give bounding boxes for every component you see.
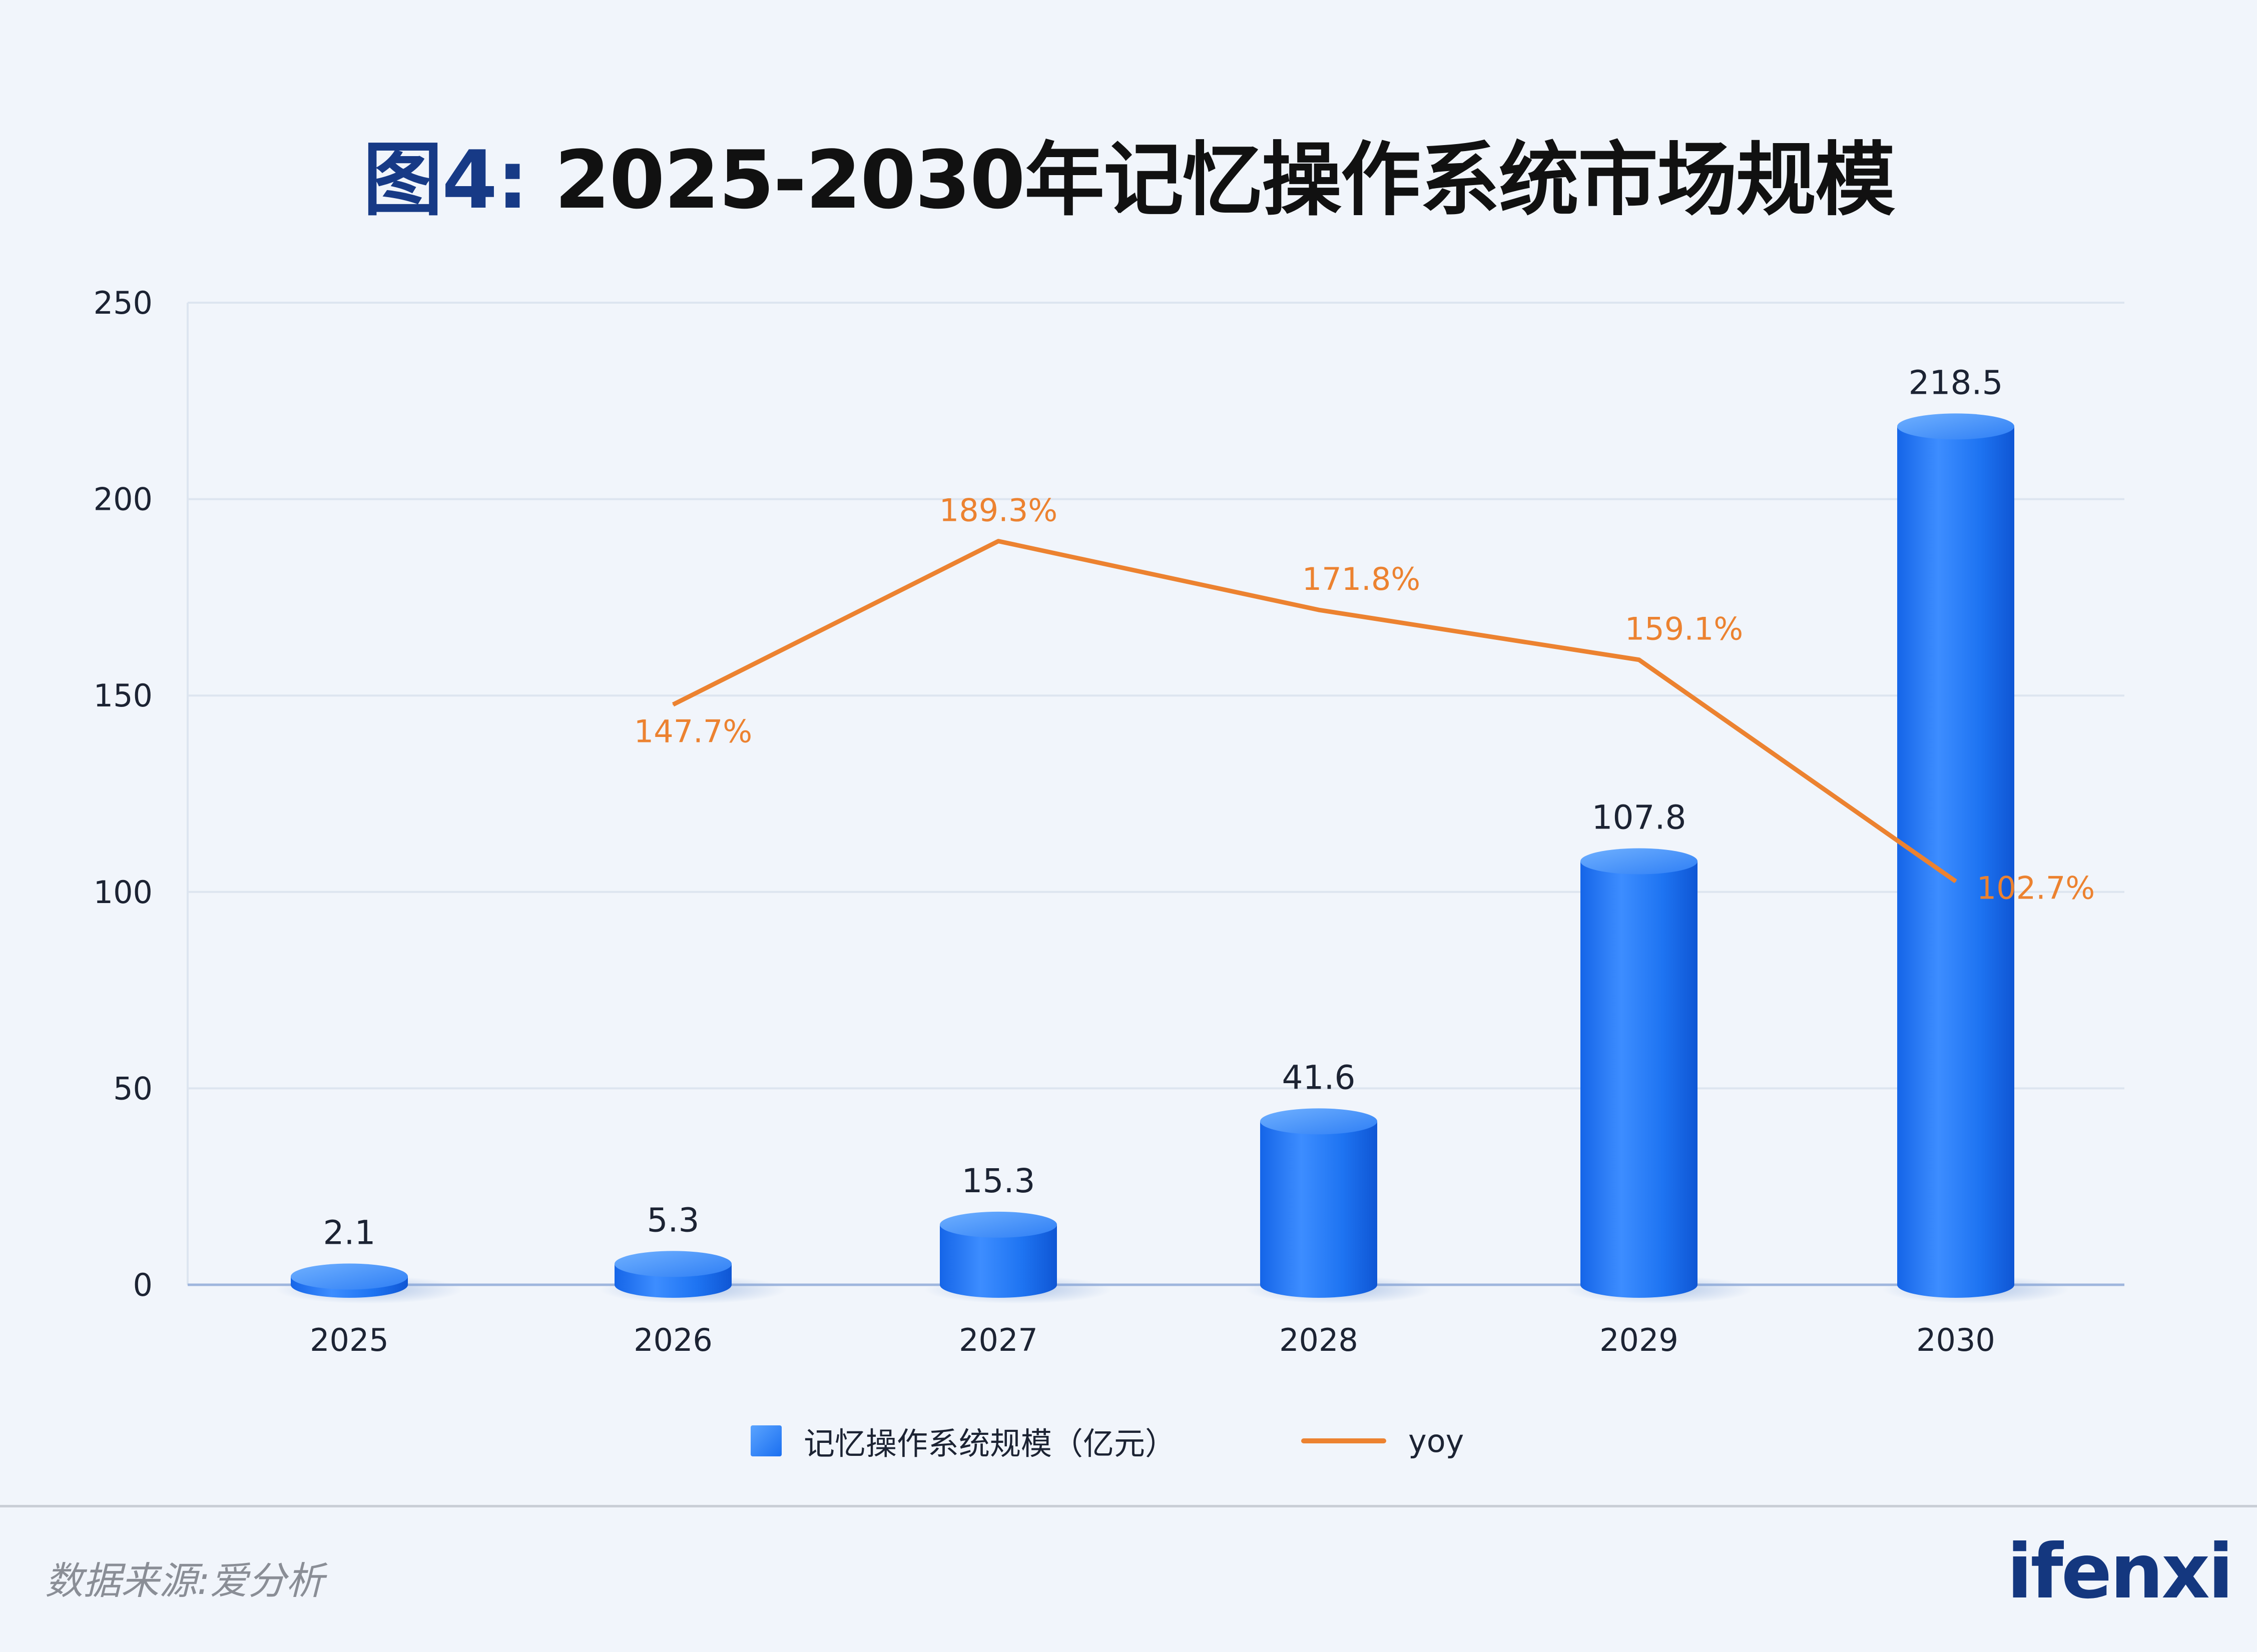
bar-2028[interactable] [1260, 1108, 1377, 1298]
bar-top [1897, 413, 2014, 440]
yoy-point [1318, 609, 1319, 611]
chart-title-main: 2025-2030年记忆操作系统市场规模 [527, 133, 1895, 227]
bar-value-label: 218.5 [1909, 363, 2003, 402]
legend-line-label: yoy [1408, 1422, 1464, 1459]
y-tick-label: 200 [94, 481, 153, 518]
legend-bar-swatch [751, 1425, 782, 1456]
x-tick-label: 2027 [959, 1322, 1038, 1358]
chart-title: 图4: 2025-2030年记忆操作系统市场规模 [0, 115, 2257, 231]
bar-body [1260, 1121, 1377, 1298]
bar-value-label: 41.6 [1282, 1058, 1356, 1097]
bar-value-label: 107.8 [1592, 798, 1686, 837]
yoy-value-label: 147.7% [634, 713, 752, 749]
bar-value-label: 5.3 [647, 1201, 700, 1239]
bar-2027[interactable] [940, 1211, 1057, 1298]
y-tick-label: 250 [94, 285, 153, 321]
yoy-value-label: 102.7% [1977, 870, 2095, 907]
brand-logo: ifenxi [2007, 1528, 2233, 1615]
x-tick-label: 2026 [634, 1322, 713, 1358]
bar-top [615, 1251, 732, 1277]
bar-top [940, 1211, 1057, 1238]
footer-divider [0, 1505, 2257, 1507]
bar-body [1580, 861, 1698, 1298]
y-tick-label: 50 [113, 1070, 153, 1107]
legend-item-line[interactable]: yoy [1301, 1416, 1464, 1466]
y-tick-label: 0 [133, 1267, 153, 1303]
bar-body [1897, 426, 2014, 1298]
chart-title-prefix: 图4: [362, 133, 528, 227]
y-tick-label: 100 [94, 874, 153, 911]
yoy-point [998, 540, 999, 542]
yoy-point [673, 704, 674, 705]
bar-2025[interactable] [291, 1263, 408, 1298]
bar-2030[interactable] [1897, 413, 2014, 1298]
yoy-point [1955, 881, 1956, 882]
bar-2026[interactable] [615, 1251, 732, 1298]
legend-item-bar[interactable]: 记忆操作系统规模（亿元） [751, 1416, 1176, 1466]
yoy-point [1638, 659, 1639, 660]
bar-value-label: 15.3 [962, 1162, 1035, 1200]
bar-top [291, 1263, 408, 1290]
x-tick-label: 2030 [1916, 1322, 1995, 1358]
legend-line-swatch [1301, 1438, 1386, 1443]
bar-body [940, 1224, 1057, 1298]
x-tick-label: 2025 [310, 1322, 389, 1358]
bar-top [1580, 848, 1698, 875]
source-note: 数据来源:爱分析 [45, 1558, 324, 1603]
yoy-value-label: 171.8% [1302, 561, 1420, 597]
yoy-value-label: 159.1% [1625, 611, 1743, 647]
bar-value-label: 2.1 [323, 1214, 376, 1252]
bar-2029[interactable] [1580, 848, 1698, 1298]
y-tick-label: 150 [94, 677, 153, 714]
legend-bar-label: 记忆操作系统规模（亿元） [804, 1425, 1177, 1462]
yoy-value-label: 189.3% [939, 492, 1057, 529]
bar-top [1260, 1108, 1377, 1135]
chart-legend: 记忆操作系统规模（亿元） yoy [0, 1416, 2257, 1466]
x-tick-label: 2029 [1599, 1322, 1678, 1358]
x-tick-label: 2028 [1279, 1322, 1358, 1358]
